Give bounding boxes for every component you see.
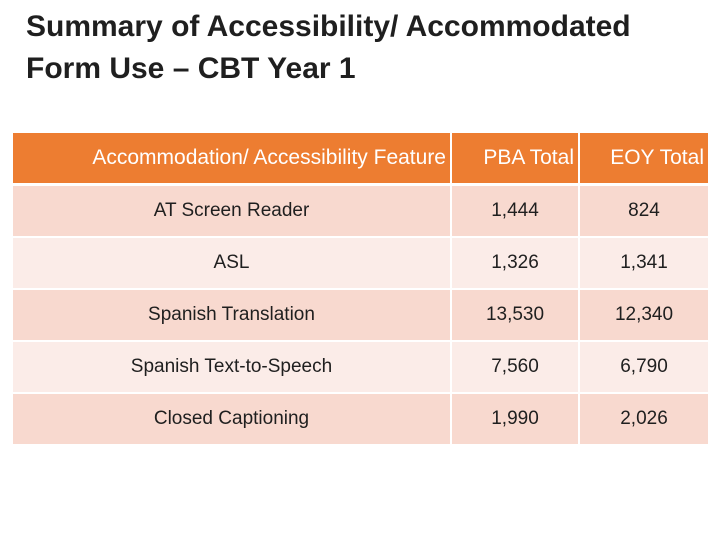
slide-title: Summary of Accessibility/ Accommodated F… [26,10,631,85]
eoy-total-cell: 824 [579,184,708,238]
header-pba-total: PBA Total [451,133,580,186]
table-row: Spanish Translation 13,530 12,340 [13,289,708,342]
header-feature: Accommodation/ Accessibility Feature [13,133,452,186]
table-row: Closed Captioning 1,990 2,026 [13,393,708,446]
pba-total-cell: 1,444 [451,184,580,238]
eoy-total-cell: 6,790 [579,341,708,394]
eoy-total-cell: 2,026 [579,393,708,446]
feature-cell: Spanish Text-to-Speech [13,341,452,394]
table-header-row: Accommodation/ Accessibility Feature PBA… [13,133,708,186]
eoy-total-cell: 12,340 [579,289,708,342]
accommodation-summary-table: Accommodation/ Accessibility Feature PBA… [13,133,708,446]
eoy-total-cell: 1,341 [579,237,708,290]
pba-total-cell: 7,560 [451,341,580,394]
feature-cell: Closed Captioning [13,393,452,446]
table-row: ASL 1,326 1,341 [13,237,708,290]
header-eoy-total: EOY Total [579,133,708,186]
table-row: Spanish Text-to-Speech 7,560 6,790 [13,341,708,394]
pba-total-cell: 1,326 [451,237,580,290]
table-row: AT Screen Reader 1,444 824 [13,184,708,238]
feature-cell: Spanish Translation [13,289,452,342]
feature-cell: ASL [13,237,452,290]
feature-cell: AT Screen Reader [13,184,452,238]
pba-total-cell: 1,990 [451,393,580,446]
pba-total-cell: 13,530 [451,289,580,342]
